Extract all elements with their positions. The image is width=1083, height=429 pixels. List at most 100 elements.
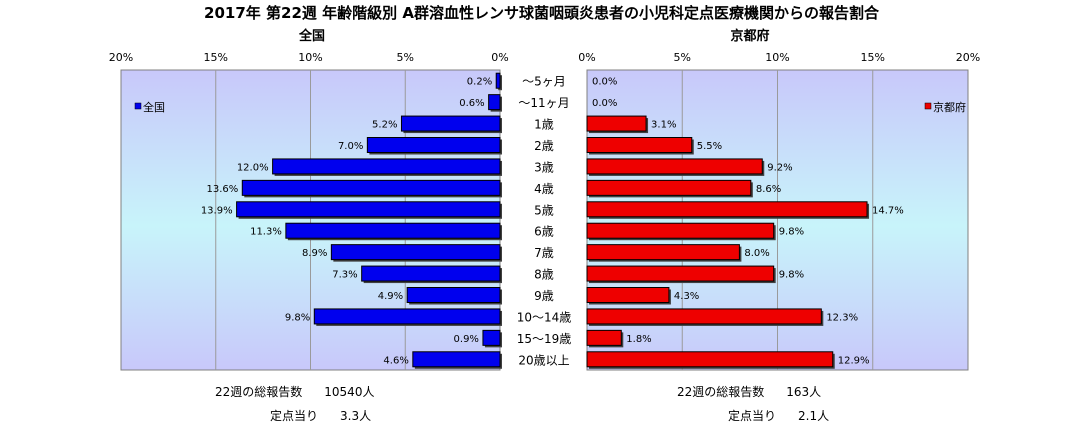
left-value-label: 8.9% — [302, 248, 327, 259]
left-bar — [400, 115, 501, 132]
left-bar — [236, 201, 501, 218]
left-value-label: 4.6% — [383, 355, 408, 366]
right-bar — [586, 179, 752, 196]
right-tick-label: 0% — [578, 51, 595, 64]
left-tick-label: 15% — [204, 51, 228, 64]
left-value-label: 11.3% — [250, 227, 282, 238]
left-bar — [313, 308, 501, 325]
right-total-line: 22週の総報告数 163人 — [677, 383, 821, 400]
left-value-label: 13.9% — [201, 205, 233, 216]
left-bar — [412, 351, 501, 368]
left-legend-swatch — [134, 102, 142, 110]
right-legend-swatch — [924, 102, 932, 110]
category-label: 2歳 — [534, 139, 554, 153]
right-bar — [586, 244, 740, 261]
left-per-site-label: 定点当り — [270, 409, 319, 423]
left-value-label: 0.6% — [459, 98, 484, 109]
right-value-label: 3.1% — [651, 120, 676, 131]
right-value-label: 4.3% — [674, 291, 699, 302]
right-value-label: 1.8% — [626, 334, 651, 345]
left-tick-label: 5% — [397, 51, 414, 64]
category-label: 20歳以上 — [518, 353, 569, 367]
chart-title: 2017年 第22週 年齢階級別 A群溶血性レンサ球菌咽頭炎患者の小児科定点医療… — [204, 4, 879, 22]
right-bar — [586, 287, 670, 303]
right-tick-label: 20% — [956, 51, 980, 64]
left-per-site-value: 3.3人 — [340, 409, 372, 423]
right-tick-label: 15% — [861, 51, 885, 64]
left-value-label: 12.0% — [237, 162, 269, 173]
category-label: 3歳 — [534, 160, 554, 174]
right-bar — [586, 329, 622, 346]
category-label: 5歳 — [534, 203, 554, 217]
left-value-label: 9.8% — [285, 312, 310, 323]
right-bar — [586, 351, 834, 368]
left-tick-label: 0% — [491, 51, 508, 64]
left-value-label: 4.9% — [378, 291, 403, 302]
left-bar — [495, 72, 501, 89]
left-value-label: 0.2% — [467, 77, 492, 88]
right-per-site-label: 定点当り — [728, 409, 777, 423]
right-value-label: 14.7% — [872, 205, 904, 216]
category-labels: ～5ヶ月 ～11ヶ月 1歳 2歳 3歳 4歳 5歳 6歳 7歳 8歳 9歳 10～14歳 15～19歳 2… — [517, 75, 572, 368]
left-panel-title: 全国 — [298, 28, 325, 44]
left-bar — [488, 94, 501, 111]
right-value-label: 12.3% — [826, 312, 858, 323]
right-bar — [586, 201, 868, 218]
left-bar — [361, 265, 501, 282]
right-per-site-line: 定点当り 2.1人 — [728, 407, 829, 424]
right-per-site-value: 2.1人 — [798, 409, 830, 423]
right-panel-title: 京都府 — [730, 28, 769, 44]
left-value-label: 7.3% — [332, 270, 357, 281]
right-value-label: 5.5% — [697, 141, 722, 152]
left-value-label: 0.9% — [454, 334, 479, 345]
left-bar — [241, 179, 501, 196]
category-label: 8歳 — [534, 268, 554, 282]
category-label: 7歳 — [534, 246, 554, 260]
right-value-label: 9.8% — [779, 270, 804, 281]
right-bar — [586, 222, 775, 239]
category-label: 4歳 — [534, 182, 554, 196]
category-label: ～5ヶ月 — [522, 75, 566, 89]
right-total-value: 163人 — [786, 385, 822, 399]
category-label: 1歳 — [534, 118, 554, 132]
right-value-label: 12.9% — [838, 355, 870, 366]
category-label: ～11ヶ月 — [518, 96, 569, 110]
left-bar — [330, 244, 501, 261]
left-bar — [366, 137, 501, 153]
right-value-label: 9.2% — [767, 162, 792, 173]
right-bar — [586, 308, 822, 325]
right-value-label: 0.0% — [592, 77, 617, 88]
right-panel: 京都府 0% 5% 10% 15% 20% 0.0% 0.0% 3.1% 5.5% 9.2% 8.6%… — [578, 28, 980, 371]
right-value-label: 8.6% — [756, 184, 781, 195]
category-label: 6歳 — [534, 225, 554, 239]
right-total-label: 22週の総報告数 — [677, 385, 765, 399]
right-bar — [586, 265, 775, 282]
right-legend-label: 京都府 — [933, 100, 966, 114]
left-bar — [285, 222, 501, 239]
right-tick-label: 5% — [674, 51, 691, 64]
left-legend-label: 全国 — [143, 100, 165, 114]
left-tick-label: 20% — [109, 51, 133, 64]
left-total-label: 22週の総報告数 — [215, 385, 303, 399]
left-value-label: 5.2% — [372, 120, 397, 131]
right-value-label: 9.8% — [779, 227, 804, 238]
right-value-label: 0.0% — [592, 98, 617, 109]
right-bar — [586, 158, 763, 175]
left-bar — [272, 158, 501, 175]
left-bar — [406, 287, 501, 303]
left-total-value: 10540人 — [324, 385, 375, 399]
category-label: 10～14歳 — [517, 310, 572, 324]
right-tick-label: 10% — [765, 51, 789, 64]
right-bar — [586, 137, 693, 153]
left-tick-label: 10% — [298, 51, 322, 64]
left-bar — [482, 329, 501, 346]
left-per-site-line: 定点当り 3.3人 — [270, 407, 371, 424]
left-panel: 全国 20% 15% 10% 5% 0% 0.2% 0.6% 5.2% 7.0% 12.0% 13.6… — [109, 28, 509, 371]
left-total-line: 22週の総報告数 10540人 — [215, 383, 374, 400]
right-value-label: 8.0% — [744, 248, 769, 259]
right-bar — [586, 115, 647, 132]
left-value-label: 13.6% — [206, 184, 238, 195]
left-value-label: 7.0% — [338, 141, 363, 152]
category-label: 15～19歳 — [517, 332, 572, 346]
